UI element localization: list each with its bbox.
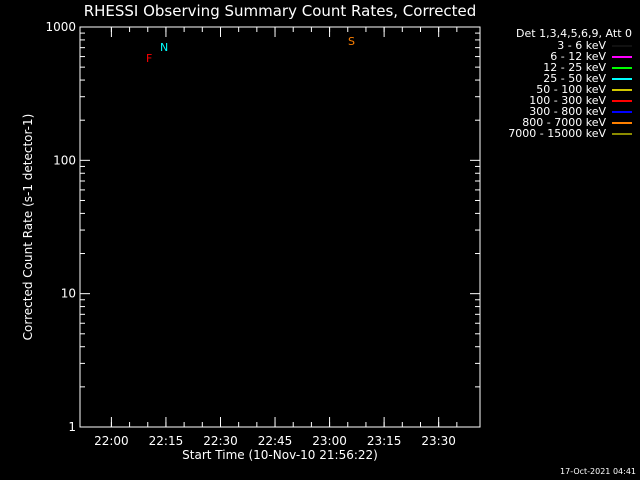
legend-entry: 800 - 7000 keV (486, 116, 632, 129)
legend-entry: 50 - 100 keV (486, 83, 632, 96)
x-axis-label: Start Time (10-Nov-10 21:56:22) (182, 448, 378, 462)
y-axis-label: Corrected Count Rate (s-1 detector-1) (21, 114, 35, 341)
legend-swatch (612, 99, 632, 102)
legend-entry-label: 7000 - 15000 keV (508, 127, 606, 140)
legend-swatch (612, 110, 632, 113)
x-tick-label: 23:30 (421, 434, 456, 448)
legend-entry-label: 50 - 100 keV (536, 83, 606, 96)
chart-title: RHESSI Observing Summary Count Rates, Co… (83, 2, 477, 20)
legend: Det 1,3,4,5,6,9, Att 0 3 - 6 keV 6 - 12 k… (486, 27, 632, 140)
legend-entry: 100 - 300 keV (486, 94, 632, 107)
legend-entry: 25 - 50 keV (486, 72, 632, 85)
legend-entry: 300 - 800 keV (486, 105, 632, 118)
legend-entry-label: 100 - 300 keV (529, 94, 606, 107)
legend-swatch (612, 44, 632, 47)
y-tick-label: 1000 (45, 20, 76, 34)
legend-swatch (612, 55, 632, 58)
legend-entry-label: 3 - 6 keV (557, 39, 606, 52)
legend-entry: 12 - 25 keV (486, 61, 632, 74)
legend-entry-label: 25 - 50 keV (543, 72, 606, 85)
y-tick-label: 10 (61, 287, 76, 301)
legend-swatch (612, 132, 632, 135)
x-tick-label: 22:30 (203, 434, 238, 448)
legend-swatch (612, 66, 632, 69)
legend-swatch (612, 77, 632, 80)
x-tick-label: 23:00 (312, 434, 347, 448)
x-tick-label: 22:00 (94, 434, 129, 448)
detector-info: Det 1,3,4,5,6,9, Att 0 (516, 27, 632, 40)
annotation-s: S (348, 35, 355, 48)
legend-swatch (612, 121, 632, 124)
x-tick-label: 22:15 (149, 434, 184, 448)
timestamp: 17-Oct-2021 04:41 (560, 467, 636, 476)
y-tick-label: 100 (53, 153, 76, 167)
plot-frame (79, 26, 481, 428)
x-tick-label: 23:15 (367, 434, 402, 448)
legend-entry-label: 12 - 25 keV (543, 61, 606, 74)
legend-entry-label: 300 - 800 keV (529, 105, 606, 118)
y-tick-label: 1 (68, 420, 76, 434)
x-tick-label: 22:45 (258, 434, 293, 448)
legend-entry: 6 - 12 keV (486, 50, 632, 63)
legend-entry: 7000 - 15000 keV (486, 127, 632, 140)
legend-entry-label: 6 - 12 keV (550, 50, 606, 63)
legend-entry: 3 - 6 keV (486, 39, 632, 52)
annotation-f: F (146, 52, 152, 65)
legend-swatch (612, 88, 632, 91)
legend-entry-label: 800 - 7000 keV (522, 116, 606, 129)
annotation-n: N (160, 41, 168, 54)
